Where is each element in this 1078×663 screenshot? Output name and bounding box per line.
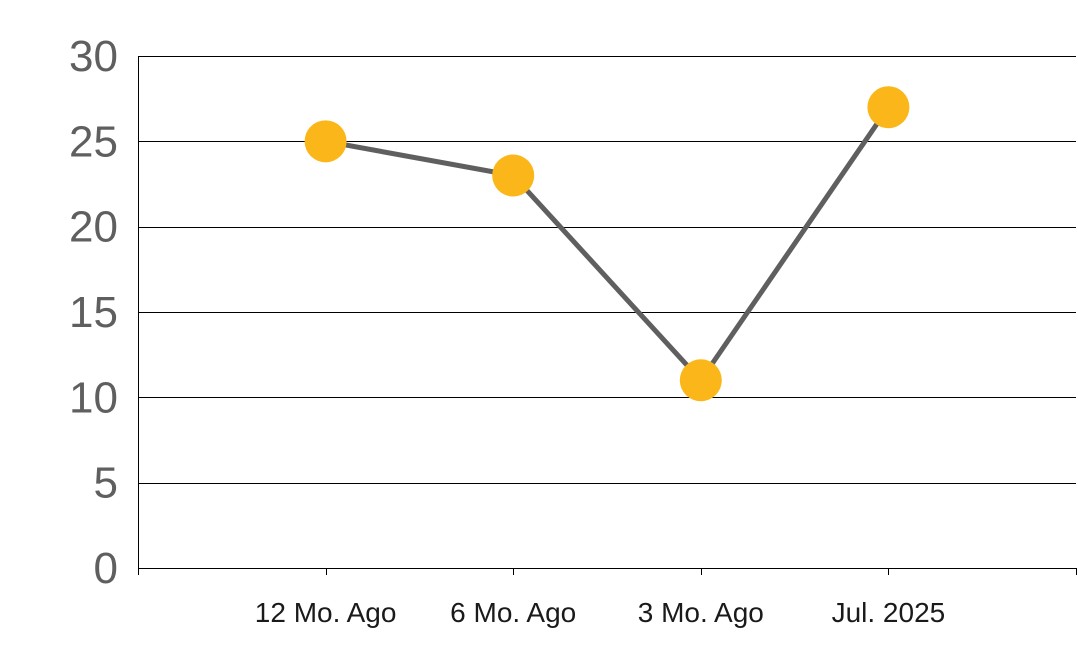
series-line [325,105,891,383]
x-axis-tick-labels: 12 Mo. Ago 6 Mo. Ago 3 Mo. Ago Jul. 2025 [255,597,945,628]
x-axis [138,56,1077,575]
x-tick-label: Jul. 2025 [832,597,946,628]
y-tick-label-10: 10 [69,373,118,422]
y-tick-label-0: 0 [94,544,118,593]
data-point [867,86,910,129]
x-tick-label: 3 Mo. Ago [638,597,764,628]
data-series [304,86,910,402]
data-point [304,120,347,163]
y-tick-label-5: 5 [94,459,118,508]
y-tick-label-20: 20 [69,203,118,252]
data-point [679,359,722,402]
y-tick-label-30: 30 [69,32,118,81]
x-tick-label: 6 Mo. Ago [450,597,576,628]
y-tick-label-15: 15 [69,288,118,337]
y-axis-tick-labels: 0 5 10 15 20 25 30 [69,32,118,593]
data-point [492,154,535,197]
y-tick-label-25: 25 [69,117,118,166]
gridlines [138,56,1076,484]
x-tick-label: 12 Mo. Ago [255,597,397,628]
